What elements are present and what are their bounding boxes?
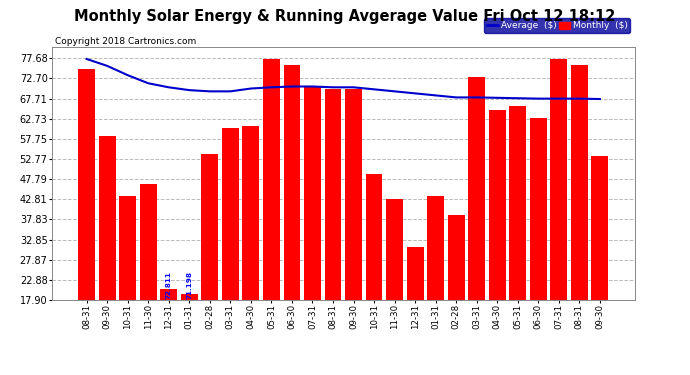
Bar bbox=[571, 65, 588, 372]
Text: 76.677: 76.677 bbox=[83, 271, 90, 299]
Legend: Average  ($), Monthly  ($): Average ($), Monthly ($) bbox=[484, 18, 630, 33]
Text: 70.366: 70.366 bbox=[228, 271, 233, 299]
Bar bbox=[489, 110, 506, 372]
Bar bbox=[406, 247, 424, 372]
Bar bbox=[591, 156, 609, 372]
Text: 66.877: 66.877 bbox=[515, 271, 521, 299]
Bar bbox=[469, 77, 485, 372]
Bar bbox=[160, 290, 177, 372]
Text: 76.942: 76.942 bbox=[104, 271, 110, 299]
Text: 74.664: 74.664 bbox=[146, 271, 151, 299]
Bar bbox=[366, 174, 382, 372]
Bar bbox=[345, 89, 362, 372]
Text: 75.698: 75.698 bbox=[125, 270, 130, 299]
Text: 70.269: 70.269 bbox=[330, 271, 336, 299]
Bar bbox=[181, 294, 198, 372]
Bar bbox=[222, 128, 239, 372]
Text: 67.491: 67.491 bbox=[433, 271, 439, 299]
Text: 70.334: 70.334 bbox=[351, 271, 357, 299]
Bar bbox=[78, 69, 95, 372]
Bar bbox=[119, 196, 136, 372]
Text: 70.004: 70.004 bbox=[268, 271, 275, 299]
Text: 70.156: 70.156 bbox=[289, 271, 295, 299]
Bar bbox=[551, 59, 567, 372]
Text: 66.540: 66.540 bbox=[597, 271, 603, 299]
Text: Monthly Solar Energy & Running Avgerage Value Fri Oct 12 18:12: Monthly Solar Energy & Running Avgerage … bbox=[75, 9, 615, 24]
Text: 72.811: 72.811 bbox=[166, 271, 172, 299]
Text: 69.556: 69.556 bbox=[371, 270, 377, 299]
Bar bbox=[99, 136, 116, 372]
Bar bbox=[386, 198, 403, 372]
Bar bbox=[509, 105, 526, 372]
Text: 70.291: 70.291 bbox=[310, 271, 315, 299]
Bar bbox=[140, 184, 157, 372]
Bar bbox=[324, 89, 342, 372]
Text: 69.944: 69.944 bbox=[248, 271, 254, 299]
Text: 66.814: 66.814 bbox=[576, 271, 582, 299]
Text: 68.107: 68.107 bbox=[412, 271, 418, 299]
Text: 66.893: 66.893 bbox=[494, 270, 500, 299]
Bar bbox=[427, 196, 444, 372]
Bar bbox=[448, 214, 464, 372]
Bar bbox=[530, 118, 546, 372]
Bar bbox=[284, 65, 300, 372]
Bar bbox=[304, 87, 321, 372]
Text: 66.818: 66.818 bbox=[453, 270, 459, 299]
Bar bbox=[201, 154, 218, 372]
Bar bbox=[242, 126, 259, 372]
Bar bbox=[263, 59, 280, 372]
Text: 70.635: 70.635 bbox=[207, 271, 213, 299]
Text: 66.906: 66.906 bbox=[556, 270, 562, 299]
Text: 71.198: 71.198 bbox=[186, 271, 193, 299]
Text: 66.758: 66.758 bbox=[535, 270, 541, 299]
Text: 68.985: 68.985 bbox=[392, 270, 397, 299]
Text: Copyright 2018 Cartronics.com: Copyright 2018 Cartronics.com bbox=[55, 37, 196, 46]
Text: 66.948: 66.948 bbox=[474, 270, 480, 299]
